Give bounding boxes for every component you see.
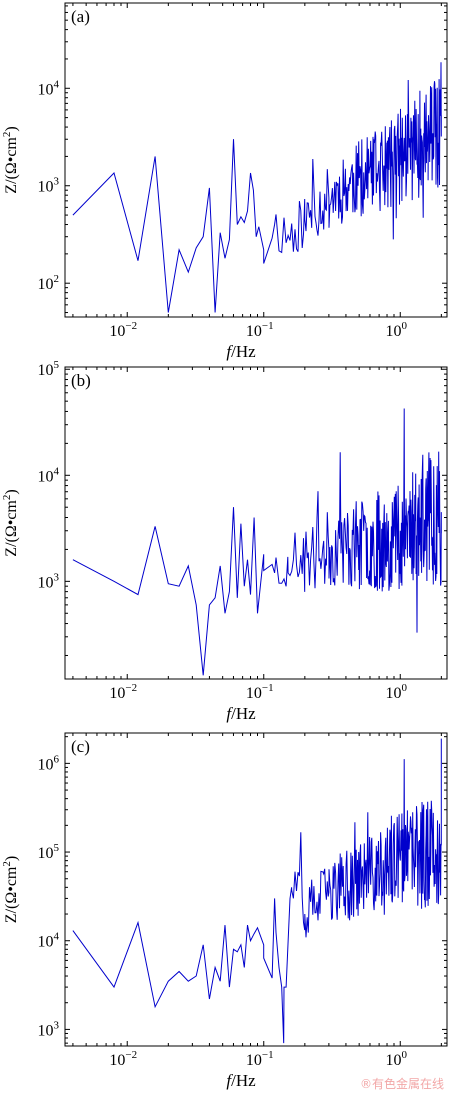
y-axis-label: Z/(Ω•cm2) [1,856,20,923]
y-tick-label: 105 [38,359,60,379]
y-tick-label: 105 [38,842,60,862]
panel-label: (c) [71,737,90,756]
panel-label: (b) [71,371,91,390]
plot-frame [64,366,448,680]
x-axis-label: f/Hz [226,342,256,361]
y-tick-label: 103 [38,176,60,196]
x-axis-label: f/Hz [226,704,256,723]
plot-frame [64,732,448,1047]
x-tick-label: 10−2 [109,682,137,702]
y-tick-label: 103 [38,1019,60,1039]
x-tick-label: 10−2 [109,320,137,340]
watermark-text: ®有色金属在线 [359,1077,444,1091]
chart-panel-2: 10−2 10−1 100 103 104 105 (b) f/Hz Z/(Ω•cm2) [1,359,448,723]
chart-panel-1: 10−2 10−1 100 102 103 104 (a) f/Hz Z/(Ω•cm2) [1,2,448,361]
series-line [72,738,442,1044]
y-tick-label: 104 [38,78,60,98]
y-tick-label: 106 [38,753,60,773]
y-tick-label: 104 [38,931,60,951]
panel-label: (a) [71,7,90,26]
x-tick-label: 10−1 [246,320,274,340]
series-line [72,62,442,313]
x-tick-label: 100 [386,682,408,702]
x-tick-label: 10−2 [109,1049,137,1069]
plot-frame [64,2,448,318]
x-tick-label: 10−1 [246,682,274,702]
y-axis-label: Z/(Ω•cm2) [1,489,20,556]
y-tick-label: 104 [38,465,60,485]
chart-panel-3: 10−2 10−1 100 103 104 105 106 (c) f/Hz Z/(Ω•cm2) [1,732,448,1090]
y-tick-label: 103 [38,571,60,591]
x-tick-label: 100 [386,320,408,340]
x-tick-label: 10−1 [246,1049,274,1069]
x-tick-label: 100 [386,1049,408,1069]
x-axis-label: f/Hz [226,1071,256,1090]
y-tick-label: 102 [38,273,60,293]
y-axis-label: Z/(Ω•cm2) [1,126,20,193]
series-line [72,408,442,676]
